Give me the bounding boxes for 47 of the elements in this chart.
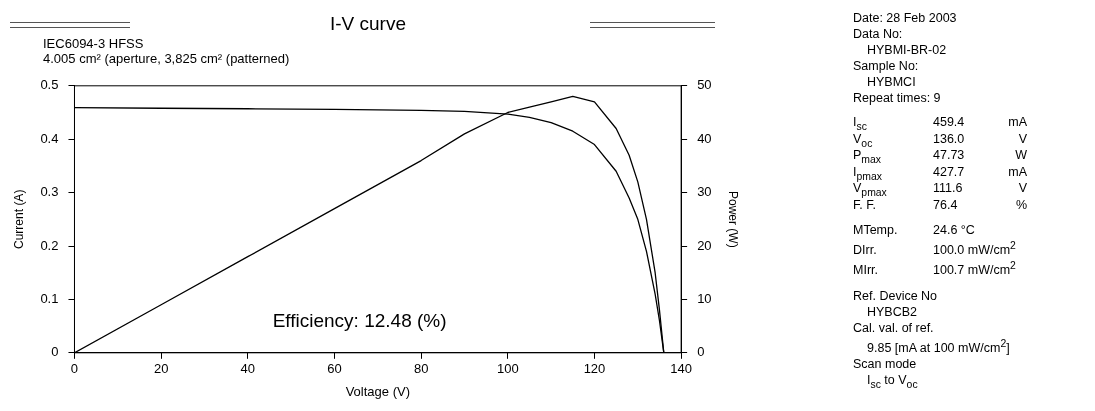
y2-tick-label: 20 (697, 237, 712, 253)
text: HYBCB2 (866, 303, 919, 320)
y2-tick-label: 40 (697, 130, 712, 146)
y2-tick-label: 0 (697, 344, 705, 360)
text: Repeat times: 9 (853, 90, 942, 106)
y-tick-label: 0.2 (40, 237, 59, 253)
text: I$_{sc}$ to V$_{oc}$ (866, 371, 919, 392)
y-tick-label: 0.4 (40, 130, 59, 146)
y2-tick-label: 30 (697, 184, 712, 200)
y2-axis-title: Power (W) (726, 190, 741, 248)
x-tick-label: 140 (670, 361, 692, 377)
text: Scan mode (853, 355, 918, 372)
text: Date: 28 Feb 2003 (853, 10, 958, 26)
annotation: Efficiency: 12.48 (%) (272, 310, 447, 332)
text: 9.85 [mA at 100 mW/cm$^{2}$] (866, 336, 1011, 356)
y-tick-label: 0.3 (40, 184, 59, 200)
text: Data No: (853, 26, 904, 42)
text: V$_{oc}$ 136.0 V (853, 131, 1027, 148)
x-tick-label: 100 (496, 361, 519, 377)
text: HYBMCI (866, 74, 917, 90)
chart-subtitle: IEC6094-3 HFSS 4.005 cm² (aperture, 3,825 cm² (patterned) (43, 36, 290, 66)
text: DIrr. 100.0 mW/cm$^{2}$ (853, 239, 1016, 257)
y-tick-label: 0 (51, 344, 59, 360)
text: MIrr. 100.7 mW/cm$^{2}$ (853, 259, 1016, 277)
x-tick-label: 80 (413, 361, 429, 377)
text: F. F. 76.4 % (853, 197, 1027, 212)
text: I$_{pmax}$ 427.7 mA (853, 164, 1027, 181)
text: Ref. Device No (853, 287, 939, 304)
y2-tick-label: 10 (697, 290, 712, 306)
x-axis-title: Voltage (V) (345, 383, 410, 399)
x-tick-label: 0 (70, 361, 79, 377)
y-tick-label: 0.1 (40, 290, 59, 306)
y-axis-title: Current (A) (11, 189, 26, 249)
y-tick-label: 0.5 (40, 77, 59, 93)
text: Sample No: (853, 58, 920, 74)
chart-title: I-V curve (329, 13, 407, 35)
x-tick-label: 120 (583, 361, 606, 377)
text: P$_{max}$ 47.73 W (853, 148, 1027, 165)
x-tick-label: 40 (240, 361, 256, 377)
text: HYBMI-BR-02 (866, 42, 948, 58)
text: Cal. val. of ref. (853, 319, 935, 336)
y2-tick-label: 50 (697, 77, 712, 93)
text: I$_{sc}$ 459.4 mA (853, 115, 1027, 132)
x-tick-label: 60 (327, 361, 342, 377)
x-tick-label: 20 (153, 361, 169, 377)
text: V$_{pmax}$ 111.6 V (853, 181, 1027, 198)
text: MTemp. 24.6 °C (853, 222, 975, 237)
